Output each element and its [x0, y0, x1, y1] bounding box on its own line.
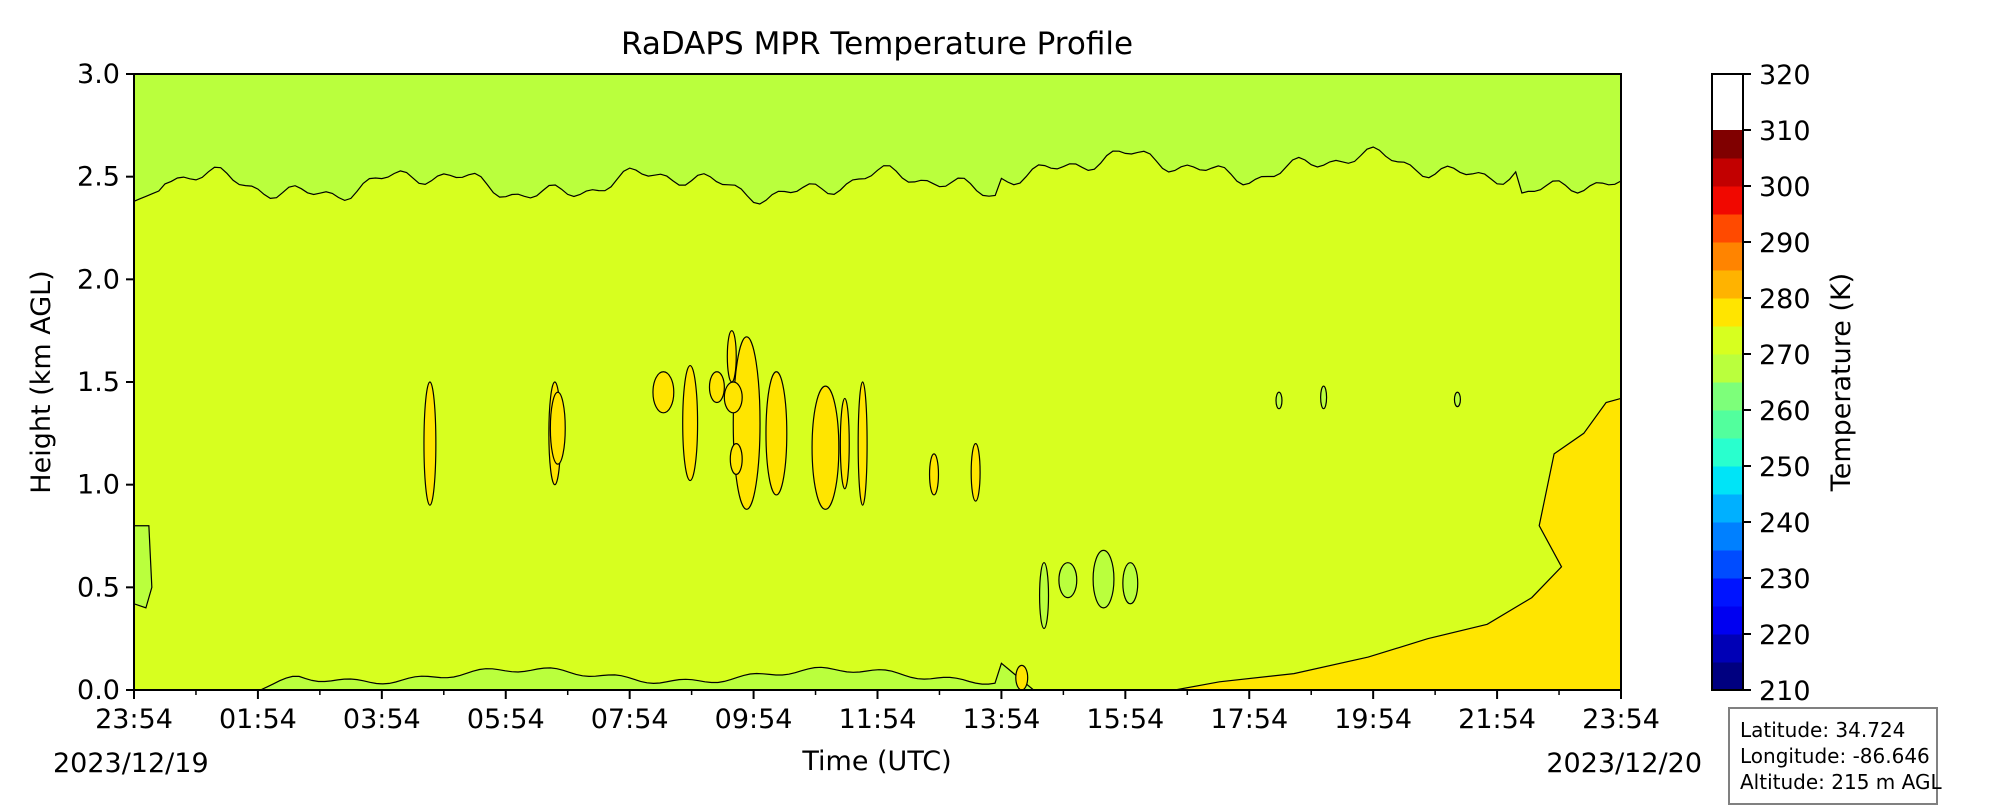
- colorbar-swatch: [1712, 382, 1743, 411]
- colorbar-swatch: [1712, 270, 1743, 299]
- y-axis-label: Height (km AGL): [26, 270, 57, 493]
- colorbar-swatch: [1712, 130, 1743, 159]
- x-tick-label: 15:54: [1086, 704, 1164, 735]
- colorbar-swatch: [1712, 550, 1743, 579]
- x-axis-label: Time (UTC): [801, 746, 951, 777]
- x-tick-label: 17:54: [1210, 704, 1288, 735]
- cold-pocket: [1122, 562, 1139, 605]
- warm-pocket: [682, 364, 699, 482]
- chart-title: RaDAPS MPR Temperature Profile: [621, 26, 1133, 62]
- x-tick-label: 21:54: [1458, 704, 1536, 735]
- contour-pocket-left: [134, 525, 153, 609]
- colorbar-tick-label: 320: [1759, 60, 1811, 91]
- warm-pocket: [549, 391, 566, 465]
- colorbar-swatch: [1712, 522, 1743, 551]
- y-tick-label: 3.0: [77, 59, 120, 90]
- y-tick-label: 0.0: [77, 675, 120, 706]
- x-tick-label: 05:54: [467, 704, 545, 735]
- colorbar-swatch: [1712, 662, 1743, 691]
- x-tick-label: 01:54: [219, 704, 297, 735]
- colorbar-tick-label: 210: [1759, 676, 1811, 707]
- x-tick-label: 07:54: [591, 704, 669, 735]
- colorbar-swatch: [1712, 214, 1743, 243]
- colorbar-label: Temperature (K): [1826, 273, 1857, 492]
- x-tick-label: 11:54: [839, 704, 917, 735]
- colorbar-tick-label: 220: [1759, 620, 1811, 651]
- warm-pocket: [839, 397, 850, 490]
- warm-pocket: [726, 330, 737, 383]
- contour-band-270-275-upper: [134, 74, 1621, 204]
- x-tick-label: 03:54: [343, 704, 421, 735]
- contour-line-280-surface: [1174, 397, 1621, 690]
- colorbar-tick-label: 230: [1759, 564, 1811, 595]
- y-axis: 0.0 0.5 1.0 1.5 2.0 2.5 3.0: [77, 59, 134, 706]
- warm-pocket: [765, 371, 788, 496]
- latitude-text: Latitude: 34.724: [1740, 718, 1906, 742]
- colorbar-swatch: [1712, 186, 1743, 215]
- colorbar: 210 220 230 240 250 260 270 280 290 300 310 320: [1711, 60, 1811, 707]
- x-tick-label: 23:54: [1582, 704, 1660, 735]
- colorbar-swatch: [1712, 242, 1743, 271]
- contour-band-270-275-surface: [260, 663, 1034, 690]
- y-tick-label: 1.5: [77, 367, 120, 398]
- warm-pocket: [652, 371, 675, 414]
- station-info-box: Latitude: 34.724 Longitude: -86.646 Alti…: [1728, 707, 1942, 805]
- warm-pocket: [723, 381, 743, 414]
- longitude-text: Longitude: -86.646: [1740, 744, 1930, 768]
- cold-pocket: [1320, 385, 1328, 410]
- warm-pocket: [857, 381, 868, 506]
- contour-line-275-upper: [134, 146, 1621, 205]
- contour-band-280-285-surface: [1174, 398, 1621, 690]
- colorbar-tick-label: 290: [1759, 228, 1811, 259]
- colorbar-tick-label: 270: [1759, 340, 1811, 371]
- warm-pocket: [970, 443, 981, 502]
- x-tick-label: 19:54: [1334, 704, 1412, 735]
- y-tick-label: 0.5: [77, 572, 120, 603]
- x-tick-label: 09:54: [715, 704, 793, 735]
- warm-pocket: [729, 443, 743, 476]
- colorbar-swatch: [1712, 634, 1743, 663]
- warm-pocket: [811, 385, 840, 510]
- x-tick-label: 13:54: [963, 704, 1041, 735]
- warm-pocket: [708, 371, 725, 404]
- cold-pocket: [1038, 562, 1050, 630]
- colorbar-tick-label: 310: [1759, 116, 1811, 147]
- cold-pocket: [1453, 391, 1462, 408]
- x-tick-label: 23:54: [95, 704, 173, 735]
- colorbar-swatch: [1712, 438, 1743, 467]
- cold-pocket: [1092, 549, 1115, 609]
- warm-pocket: [928, 453, 940, 496]
- colorbar-tick-label: 240: [1759, 508, 1811, 539]
- colorbar-swatch: [1712, 578, 1743, 607]
- end-date-label: 2023/12/20: [1546, 748, 1702, 779]
- warm-pocket: [423, 381, 437, 506]
- colorbar-swatch: [1712, 326, 1743, 355]
- y-tick-label: 2.5: [77, 162, 120, 193]
- colorbar-swatch: [1712, 466, 1743, 495]
- colorbar-tick-label: 260: [1759, 396, 1811, 427]
- colorbar-swatch: [1712, 158, 1743, 187]
- colorbar-tick-label: 280: [1759, 284, 1811, 315]
- contour-line-275-surface: [260, 662, 1034, 690]
- cold-pocket: [1058, 562, 1078, 599]
- warm-pocket: [732, 336, 761, 510]
- colorbar-swatch: [1712, 606, 1743, 635]
- colorbar-swatch: [1712, 298, 1743, 327]
- colorbar-swatch: [1712, 410, 1743, 439]
- warm-pocket: [1015, 664, 1029, 690]
- x-axis: 23:54 01:54 03:54 05:54 07:54 09:54 11:54 13:54…: [95, 690, 1660, 735]
- colorbar-swatch: [1712, 354, 1743, 383]
- start-date-label: 2023/12/19: [53, 748, 209, 779]
- colorbar-frame: [1711, 73, 1744, 691]
- cold-pocket: [1275, 391, 1283, 410]
- colorbar-tick-label: 250: [1759, 452, 1811, 483]
- y-tick-label: 2.0: [77, 264, 120, 295]
- altitude-text: Altitude: 215 m AGL: [1740, 770, 1942, 794]
- colorbar-swatch: [1712, 494, 1743, 523]
- y-tick-label: 1.0: [77, 470, 120, 501]
- plot-area: [134, 74, 1621, 690]
- colorbar-tick-label: 300: [1759, 172, 1811, 203]
